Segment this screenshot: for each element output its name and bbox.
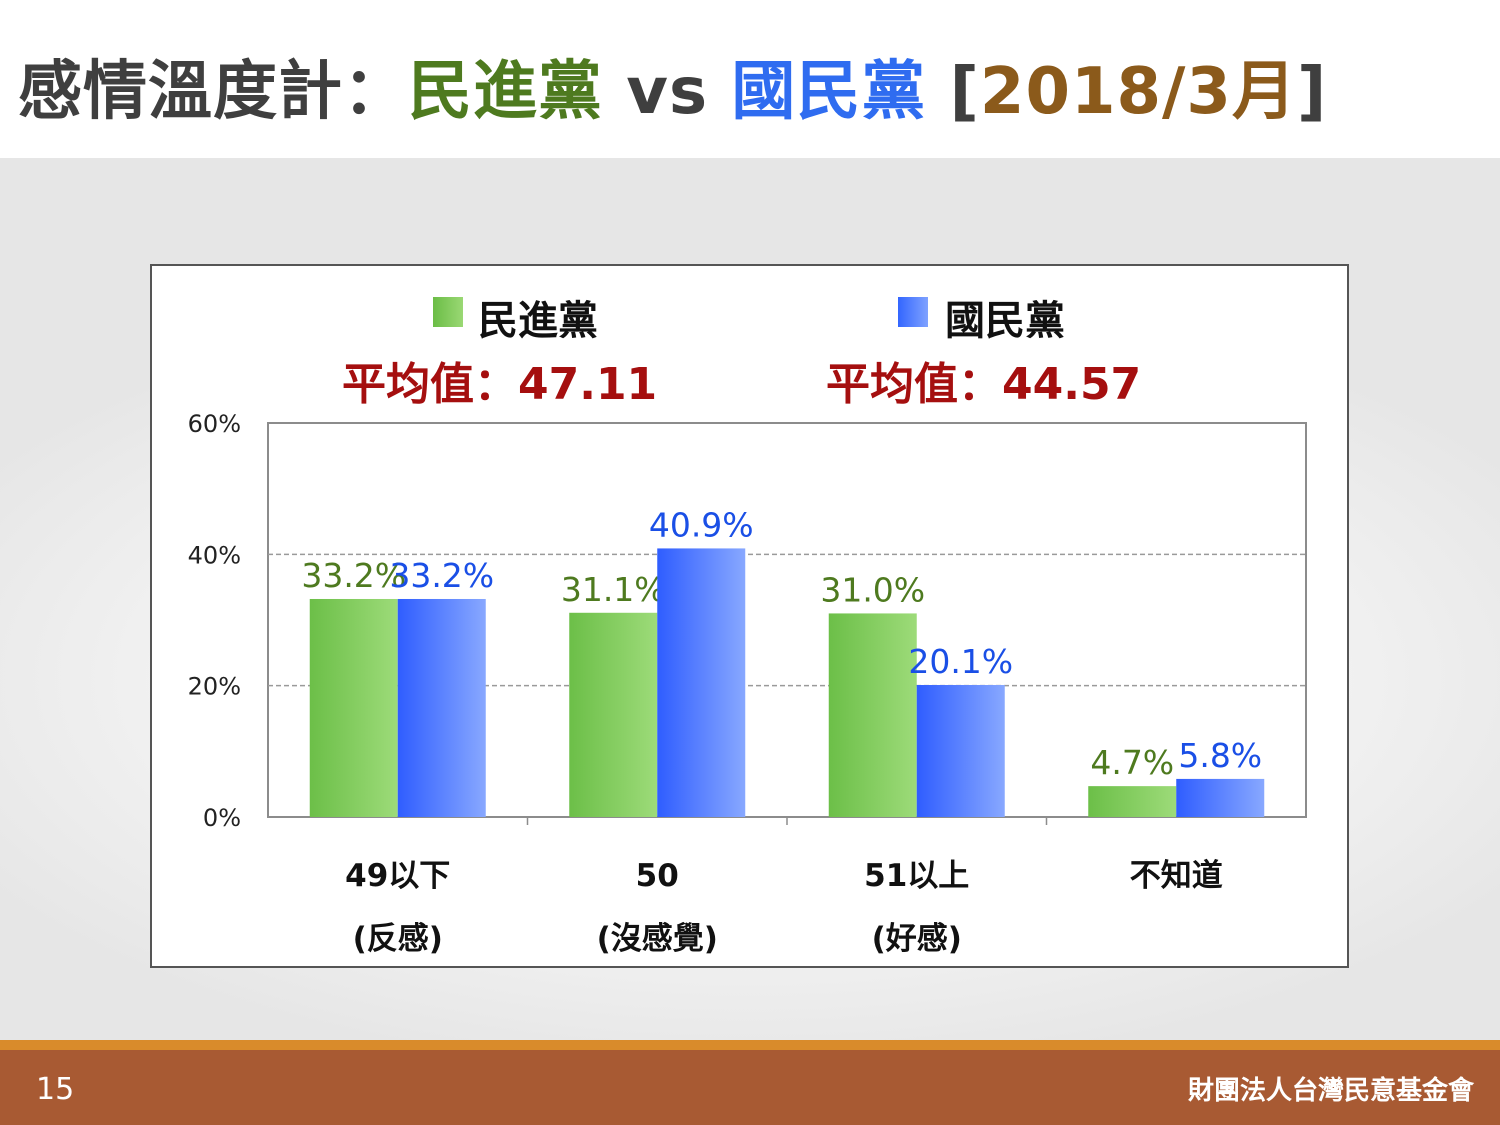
bar-kmt xyxy=(657,548,746,817)
chart-frame: 民進黨 國民黨 平均值：47.11 平均值：44.57 0% 20% 40% 60% 3… xyxy=(150,264,1349,968)
average-kmt: 平均值：44.57 xyxy=(826,359,1142,410)
data-label-kmt: 40.9% xyxy=(649,505,754,544)
data-label-kmt: 33.2% xyxy=(389,556,494,595)
title-prefix: 感情溫度計： xyxy=(18,55,408,129)
data-label-dpp: 33.2% xyxy=(301,556,406,595)
bar-dpp xyxy=(309,598,398,817)
bar-kmt xyxy=(1176,778,1265,817)
title-vs: vs xyxy=(603,55,732,129)
slide-title: 感情溫度計：民進黨 vs 國民黨 [2018/3月] xyxy=(18,40,1327,132)
title-date: 2018/3月 xyxy=(979,55,1297,129)
data-label-dpp: 31.0% xyxy=(820,570,925,609)
x-category-label: 49以下 xyxy=(345,858,450,894)
y-tick-label: 60% xyxy=(188,410,241,438)
legend-label-dpp: 民進黨 xyxy=(478,298,598,344)
data-label-kmt: 20.1% xyxy=(908,642,1013,681)
footer-bar xyxy=(0,1050,1500,1125)
title-bracket-close: ] xyxy=(1296,55,1328,129)
x-category-label: 不知道 xyxy=(1130,858,1223,894)
footer-accent-line xyxy=(0,1040,1500,1050)
title-dpp: 民進黨 xyxy=(408,55,603,129)
average-dpp: 平均值：47.11 xyxy=(342,359,658,410)
title-bracket-open: [ xyxy=(926,55,980,129)
x-category-sublabel: (沒感覺) xyxy=(597,921,718,957)
x-category-sublabel: (反感) xyxy=(353,921,443,957)
bar-dpp xyxy=(569,612,658,817)
data-label-dpp: 4.7% xyxy=(1090,743,1174,782)
bar-kmt xyxy=(916,685,1005,817)
data-label-dpp: 31.1% xyxy=(561,570,666,609)
x-category-label: 50 xyxy=(636,858,679,894)
bar-dpp xyxy=(1088,786,1177,817)
bar-chart: 0% 20% 40% 60% 33.2%33.2% 49以下 (反感) 31.1% 40.9% 5… xyxy=(188,410,1307,957)
organization-name: 財團法人台灣民意基金會 xyxy=(1187,1076,1474,1106)
bar-kmt xyxy=(397,598,486,817)
x-category-sublabel: (好感) xyxy=(872,921,962,957)
y-tick-label: 20% xyxy=(188,673,241,701)
slide-header: 感情溫度計：民進黨 vs 國民黨 [2018/3月] xyxy=(0,0,1500,158)
y-tick-label: 40% xyxy=(188,541,241,569)
legend-label-kmt: 國民黨 xyxy=(945,298,1065,344)
bar-dpp xyxy=(828,613,917,817)
page-number: 15 xyxy=(36,1072,75,1107)
x-category-label: 51以上 xyxy=(864,858,969,894)
legend-swatch-kmt xyxy=(898,297,928,327)
data-label-kmt: 5.8% xyxy=(1178,736,1262,775)
title-kmt: 國民黨 xyxy=(731,55,927,129)
y-tick-label: 0% xyxy=(203,804,241,832)
legend-swatch-dpp xyxy=(433,297,463,327)
